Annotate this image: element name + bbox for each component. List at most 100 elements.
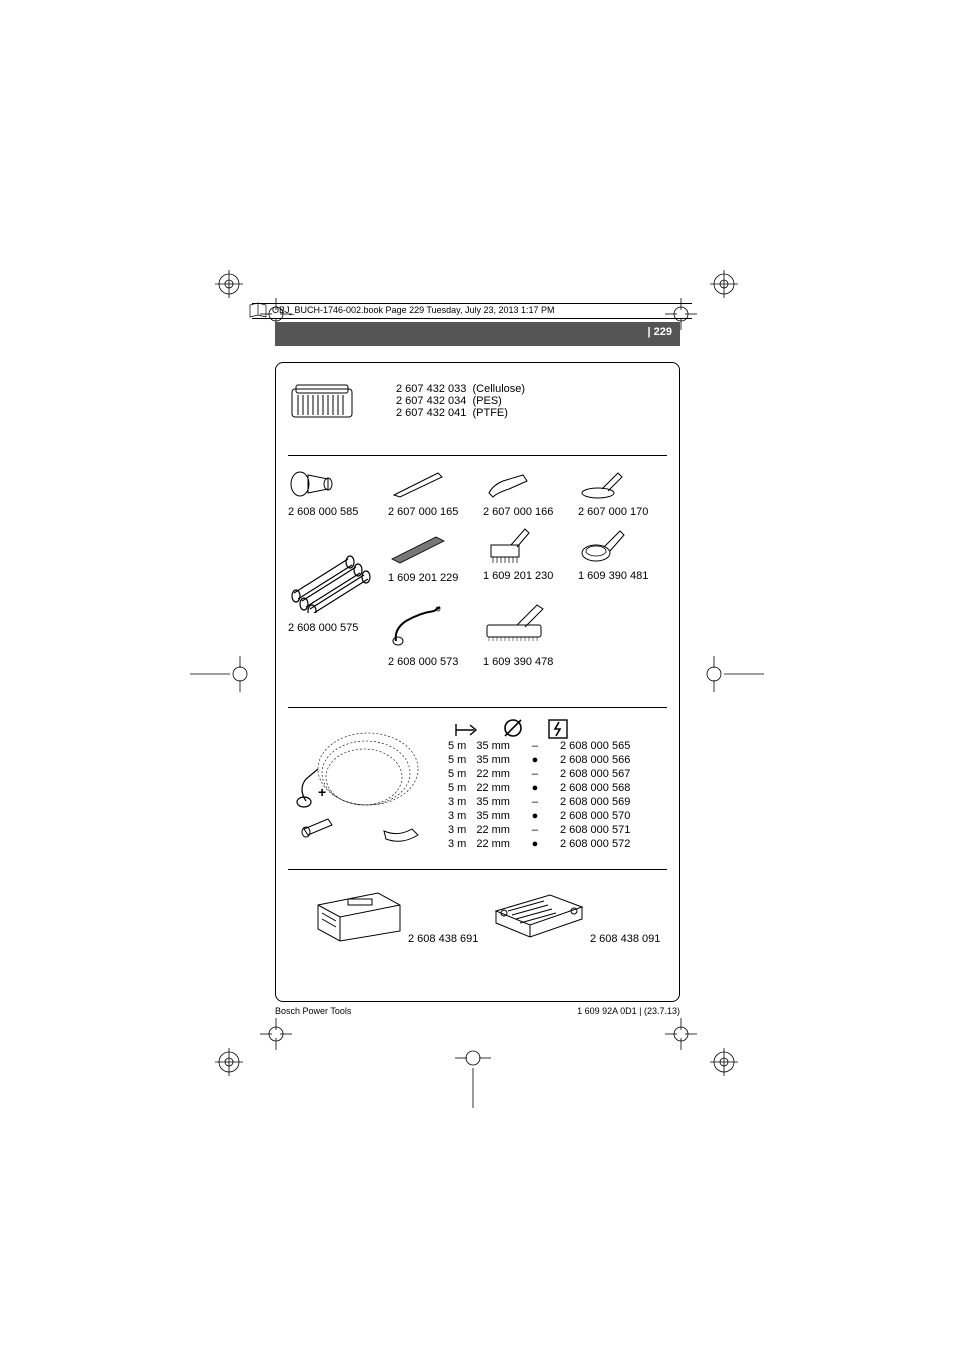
hose-diameter: 35 mm xyxy=(476,753,520,767)
hose-row: 3 m35 mm●2 608 000 570 xyxy=(448,809,640,823)
part-number: 2 608 000 570 xyxy=(560,809,640,823)
part-number: 1 609 390 481 xyxy=(578,570,648,582)
part-number: 2 608 000 567 xyxy=(560,767,640,781)
hose-antistatic: – xyxy=(520,795,560,809)
part-number: 2 607 432 033 xyxy=(396,383,466,395)
content-frame: 2 607 432 033 (Cellulose) 2 607 432 034 … xyxy=(275,362,680,1002)
part-number: 1 609 201 229 xyxy=(388,572,458,584)
part-number: 2 607 000 170 xyxy=(578,506,648,518)
l-boxx-case-icon xyxy=(308,930,408,947)
part-number: 2 607 432 034 xyxy=(396,395,466,407)
hose-row: 5 m35 mm●2 608 000 566 xyxy=(448,753,640,767)
part-number: 2 608 000 565 xyxy=(560,739,640,753)
crop-mark-bottom-left xyxy=(260,1018,292,1050)
part-note: (PTFE) xyxy=(472,407,507,419)
coiled-hose-icon: + xyxy=(288,719,428,854)
hose-antistatic: ● xyxy=(520,809,560,823)
header-rule: OBJ_BUCH-1746-002.book Page 229 Tuesday,… xyxy=(252,303,692,319)
reg-mark-top-right xyxy=(710,270,738,298)
page: OBJ_BUCH-1746-002.book Page 229 Tuesday,… xyxy=(0,0,954,1350)
brush-nozzle-icon xyxy=(483,552,533,569)
accessory-cell: 2 607 000 170 xyxy=(578,467,648,518)
hose-length: 3 m xyxy=(448,837,476,851)
hose-antistatic: – xyxy=(520,767,560,781)
case-insert-icon xyxy=(488,930,588,947)
hose-diameter: 35 mm xyxy=(476,809,520,823)
accessory-cell: 2 608 000 575 xyxy=(288,543,378,634)
hose-row: 5 m35 mm–2 608 000 565 xyxy=(448,739,640,753)
case-cell xyxy=(488,883,588,948)
extension-tubes-icon xyxy=(288,600,378,617)
accessory-cell: 1 609 201 229 xyxy=(388,531,458,584)
filter-row: 2 607 432 041 (PTFE) xyxy=(396,407,525,419)
part-number: 1 609 390 478 xyxy=(483,656,553,668)
hose-length: 3 m xyxy=(448,795,476,809)
floor-nozzle-small-icon xyxy=(578,488,628,505)
accessory-cell: 2 607 000 166 xyxy=(483,467,553,518)
hose-row: 5 m22 mm–2 608 000 567 xyxy=(448,767,640,781)
accessory-cell: 2 607 000 165 xyxy=(388,467,458,518)
crop-side-right xyxy=(704,656,764,692)
filter-row: 2 607 432 033 (Cellulose) xyxy=(396,383,525,395)
reg-mark-top-left xyxy=(215,270,243,298)
reg-mark-bottom-left xyxy=(215,1048,243,1076)
curved-handle-icon xyxy=(388,634,448,651)
svg-text:+: + xyxy=(318,784,326,800)
hose-length: 5 m xyxy=(448,781,476,795)
part-number: 2 608 000 569 xyxy=(560,795,640,809)
running-header-text: OBJ_BUCH-1746-002.book Page 229 Tuesday,… xyxy=(272,305,555,315)
part-note: (PES) xyxy=(472,395,501,407)
page-header-bar: | 229 xyxy=(275,322,680,346)
filter-row: 2 607 432 034 (PES) xyxy=(396,395,525,407)
footer-left-text: Bosch Power Tools xyxy=(275,1006,351,1016)
crop-side-left xyxy=(190,656,250,692)
part-note: (Cellulose) xyxy=(472,383,525,395)
hose-antistatic: – xyxy=(520,739,560,753)
part-number: 2 607 000 165 xyxy=(388,506,458,518)
section-divider xyxy=(288,455,667,456)
page-number: 229 xyxy=(654,326,672,338)
part-number: 2 608 000 566 xyxy=(560,753,640,767)
hose-length: 5 m xyxy=(448,739,476,753)
crevice-nozzle-icon xyxy=(388,488,448,505)
section-accessories: 2 608 000 585 2 607 000 165 2 607 000 16… xyxy=(288,463,667,703)
filter-list: 2 607 432 033 (Cellulose) 2 607 432 034 … xyxy=(396,383,525,419)
hose-diameter: 35 mm xyxy=(476,739,520,753)
hose-length: 3 m xyxy=(448,823,476,837)
crop-mark-bottom-right xyxy=(665,1018,697,1050)
part-number: 2 607 432 041 xyxy=(396,407,466,419)
hose-antistatic: ● xyxy=(520,837,560,851)
floor-nozzle-wide-icon xyxy=(483,634,553,651)
accessory-cell: 1 609 390 481 xyxy=(578,525,648,582)
part-number: 2 608 000 571 xyxy=(560,823,640,837)
hose-diameter: 35 mm xyxy=(476,795,520,809)
part-number: 1 609 201 230 xyxy=(483,570,553,582)
crop-bottom-center xyxy=(455,1048,491,1108)
accessory-cell: 2 608 000 573 xyxy=(388,603,458,668)
hose-length: 5 m xyxy=(448,767,476,781)
adapter-fitting-icon xyxy=(288,488,338,505)
section-hoses: + xyxy=(288,715,667,865)
part-number: 2 608 000 572 xyxy=(560,837,640,851)
case-cell xyxy=(308,883,408,948)
hose-antistatic: – xyxy=(520,823,560,837)
rubber-nozzle-icon xyxy=(483,488,533,505)
part-number: 2 608 000 585 xyxy=(288,506,358,518)
part-number: 2 608 438 091 xyxy=(590,933,660,945)
part-number: 2 608 438 691 xyxy=(408,933,478,945)
section-filters: 2 607 432 033 (Cellulose) 2 607 432 034 … xyxy=(288,373,667,453)
accessory-cell: 2 608 000 585 xyxy=(288,467,358,518)
footer-right-text: 1 609 92A 0D1 | (23.7.13) xyxy=(577,1006,680,1016)
round-brush-icon xyxy=(578,552,628,569)
reg-mark-bottom-right xyxy=(710,1048,738,1076)
part-number: 2 608 000 568 xyxy=(560,781,640,795)
part-number: 2 608 000 575 xyxy=(288,622,378,634)
section-divider xyxy=(288,869,667,870)
accessory-cell: 1 609 201 230 xyxy=(483,525,553,582)
hose-table: 5 m35 mm–2 608 000 5655 m35 mm●2 608 000… xyxy=(448,739,640,851)
hose-diameter: 22 mm xyxy=(476,837,520,851)
hose-row: 3 m22 mm–2 608 000 571 xyxy=(448,823,640,837)
accessory-cell: 1 609 390 478 xyxy=(483,595,553,668)
book-icon xyxy=(248,301,268,326)
hose-diameter: 22 mm xyxy=(476,781,520,795)
